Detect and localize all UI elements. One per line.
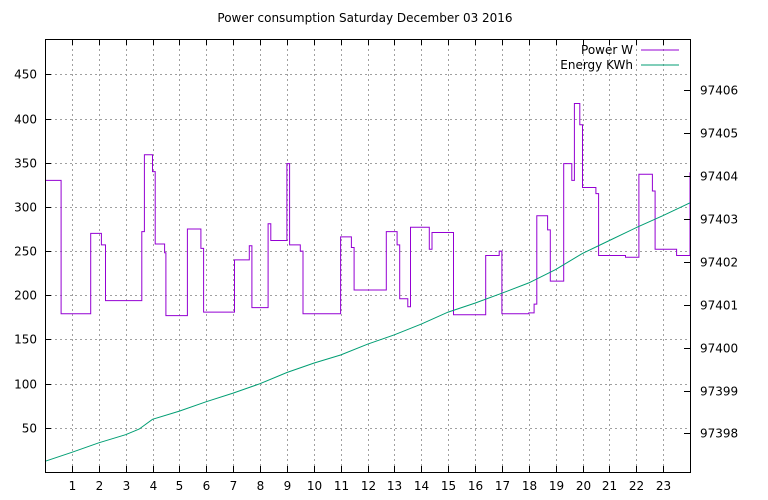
y-left-tick-label: 400 <box>14 113 37 127</box>
x-tick-label: 2 <box>96 479 104 493</box>
y-left-tick-label: 200 <box>14 289 37 303</box>
y-left-tick-label: 50 <box>22 422 37 436</box>
x-tick-label: 16 <box>468 479 483 493</box>
x-tick-label: 7 <box>230 479 238 493</box>
x-tick-label: 12 <box>361 479 376 493</box>
x-tick-label: 8 <box>257 479 265 493</box>
x-tick-label: 20 <box>576 479 591 493</box>
y-right-tick-label: 97398 <box>700 427 738 441</box>
legend-label-power: Power W <box>581 43 633 57</box>
x-tick-label: 6 <box>203 479 211 493</box>
x-tick-label: 5 <box>176 479 184 493</box>
y-left-tick-label: 300 <box>14 201 37 215</box>
chart-title: Power consumption Saturday December 03 2… <box>217 11 512 25</box>
y-right-tick-label: 97402 <box>700 256 738 270</box>
x-tick-label: 22 <box>629 479 644 493</box>
y-right-tick-label: 97400 <box>700 342 738 356</box>
x-tick-label: 4 <box>150 479 158 493</box>
y-right-tick-label: 97404 <box>700 170 738 184</box>
energy-series-line <box>44 202 691 462</box>
x-tick-label: 23 <box>656 479 671 493</box>
y-left-tick-label: 150 <box>14 333 37 347</box>
x-tick-label: 15 <box>441 479 456 493</box>
x-tick-label: 13 <box>387 479 402 493</box>
y-right-tick-label: 97405 <box>700 127 738 141</box>
y-left-tick-label: 100 <box>14 378 37 392</box>
power-series-line <box>45 103 691 317</box>
x-tick-label: 9 <box>284 479 292 493</box>
y-right-tick-label: 97406 <box>700 84 738 98</box>
y-left-tick-label: 450 <box>14 68 37 82</box>
x-tick-label: 18 <box>522 479 537 493</box>
y-left-tick-label: 250 <box>14 245 37 259</box>
x-tick-label: 14 <box>414 479 429 493</box>
y-right-tick-label: 97403 <box>700 213 738 227</box>
x-tick-label: 1 <box>69 479 77 493</box>
axes: 1 2 3 4 5 6 7 8 9 10 11 12 13 14 15 16 17 18 19 20 21 22 23501… <box>14 39 738 493</box>
x-tick-label: 10 <box>307 479 322 493</box>
y-left-tick-label: 350 <box>14 157 37 171</box>
legend: Power W Energy KWh <box>560 43 679 72</box>
legend-label-energy: Energy KWh <box>560 58 633 72</box>
y-right-tick-label: 97399 <box>700 385 738 399</box>
plot-area <box>44 103 691 462</box>
x-tick-label: 21 <box>602 479 617 493</box>
x-tick-label: 11 <box>334 479 349 493</box>
x-tick-label: 17 <box>495 479 510 493</box>
x-tick-label: 3 <box>123 479 131 493</box>
y-right-tick-label: 97401 <box>700 299 738 313</box>
x-tick-label: 19 <box>549 479 564 493</box>
